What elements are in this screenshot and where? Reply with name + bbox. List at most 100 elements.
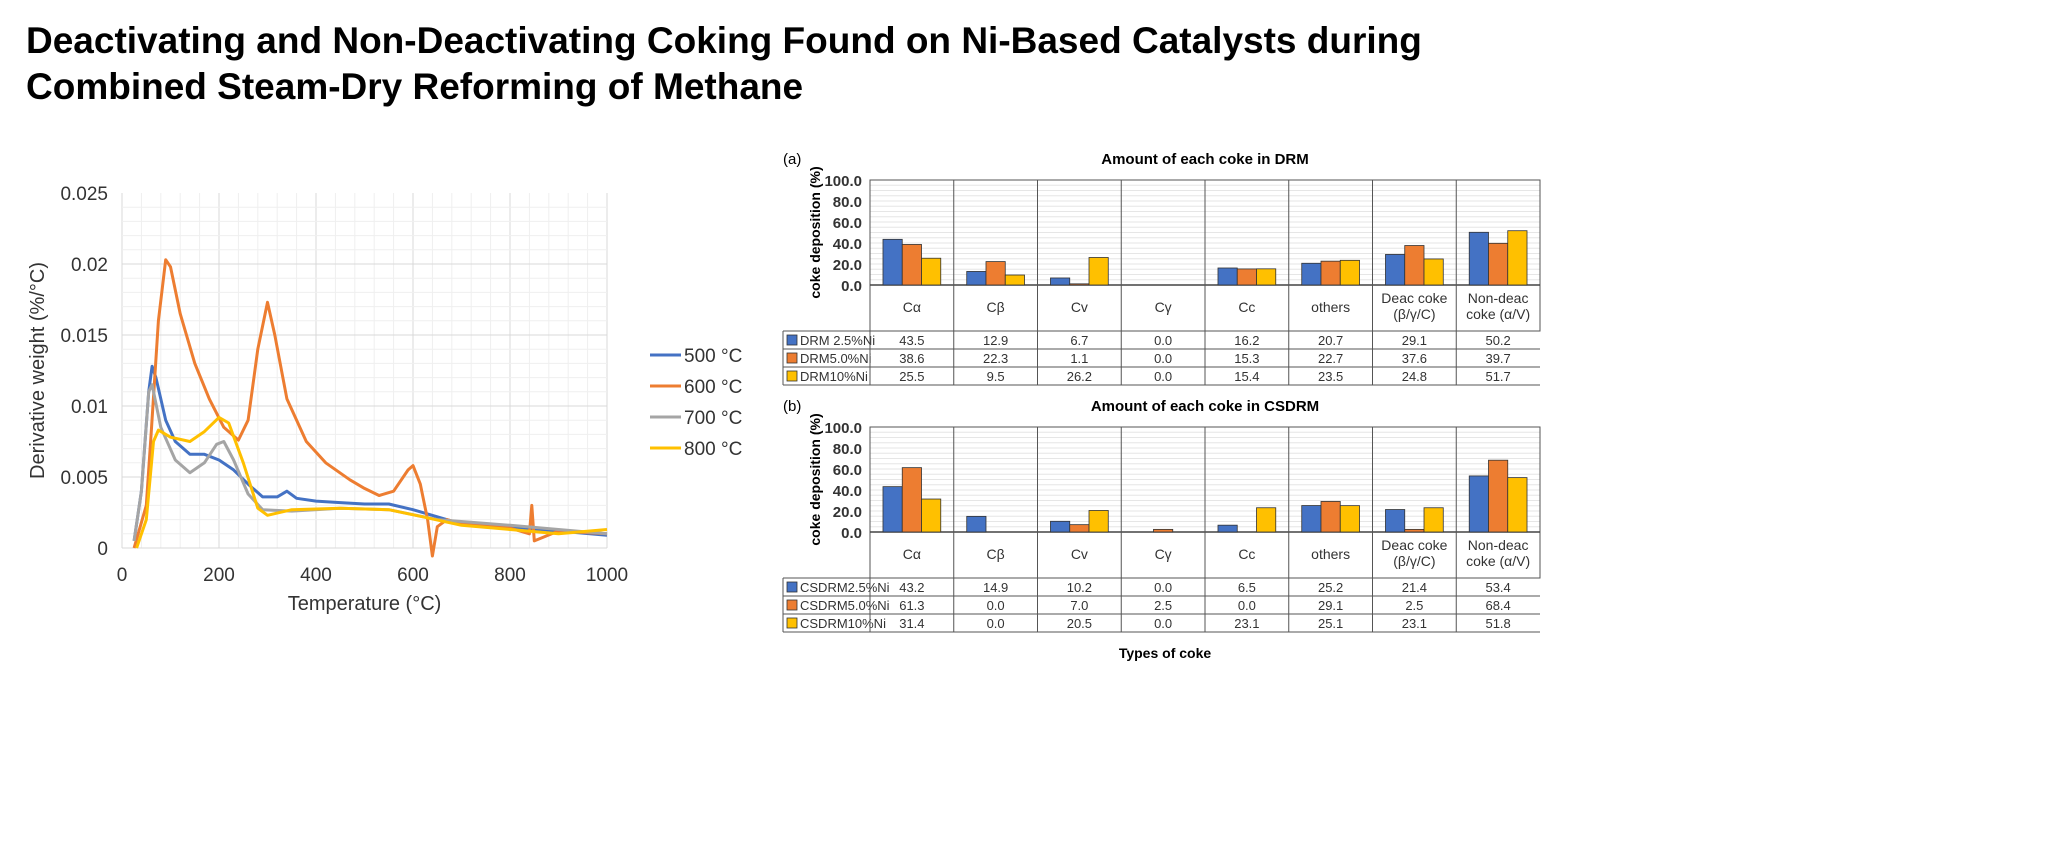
data-cell: 68.4: [1485, 598, 1510, 613]
y-tick-label: 40.0: [833, 236, 862, 253]
series-label: CSDRM10%Ni: [800, 616, 886, 631]
data-cell: 12.9: [983, 333, 1008, 348]
bar-CSDRM2.5%Ni: [966, 515, 987, 533]
category-label: others: [1311, 299, 1350, 315]
series-label: DRM5.0%Ni: [800, 351, 872, 366]
x-axis-label: Temperature (°C): [288, 593, 442, 615]
y-tick-label: 40.0: [833, 483, 862, 500]
y-axis-label: Derivative weight (%/°C): [27, 262, 49, 479]
y-tick-label: 20.0: [833, 504, 862, 521]
bar-CSDRM2.5%Ni: [1050, 520, 1071, 533]
category-label: Cγ: [1155, 546, 1172, 562]
series-line-500: [132, 364, 608, 542]
bar-DRM10%Ni: [1004, 274, 1025, 286]
bar-DRM5.0%Ni: [1404, 245, 1425, 286]
bar-CSDRM2.5%Ni: [1301, 505, 1322, 533]
bar-CSDRM5.0%Ni: [901, 467, 922, 533]
category-label: Non-deac: [1468, 537, 1529, 553]
data-cell: 23.1: [1234, 616, 1259, 631]
bar-CSDRM2.5%Ni: [1217, 524, 1238, 533]
bar-DRM10%Ni: [1339, 259, 1360, 286]
data-cell: 43.5: [899, 333, 924, 348]
data-cell: 29.1: [1318, 598, 1343, 613]
bar-DRM 2.5%Ni: [1050, 277, 1071, 286]
x-tick-label: 400: [300, 565, 332, 586]
series-label: DRM 2.5%Ni: [800, 333, 875, 348]
data-cell: 14.9: [983, 580, 1008, 595]
data-cell: 20.7: [1318, 333, 1343, 348]
data-cell: 20.5: [1067, 616, 1092, 631]
category-label: Cv: [1071, 546, 1088, 562]
title-line-2: Combined Steam-Dry Reforming of Methane: [26, 66, 804, 107]
bar-DRM 2.5%Ni: [966, 271, 987, 286]
x-tick-label: 0: [117, 565, 128, 586]
data-cell: 0.0: [987, 598, 1005, 613]
series-line-600: [132, 258, 608, 558]
data-cell: 51.7: [1485, 369, 1510, 384]
data-cell: 10.2: [1067, 580, 1092, 595]
legend-label: 800 °C: [684, 439, 742, 460]
category-label: Cβ: [987, 546, 1005, 562]
bar-CSDRM5.0%Ni: [1488, 459, 1509, 533]
bar-CSDRM10%Ni: [1339, 505, 1360, 533]
category-label: Deac coke: [1381, 290, 1447, 306]
legend-swatch: [786, 334, 798, 346]
data-cell: 29.1: [1402, 333, 1427, 348]
data-cell: 21.4: [1402, 580, 1427, 595]
y-tick-label: 100.0: [824, 420, 862, 437]
category-label: coke (α/V): [1466, 306, 1530, 322]
bar-DRM5.0%Ni: [1069, 283, 1090, 286]
category-label: Cβ: [987, 299, 1005, 315]
x-tick-label: 800: [494, 565, 526, 586]
legend-swatch: [786, 370, 798, 382]
bar-DRM5.0%Ni: [1236, 268, 1257, 286]
data-cell: 39.7: [1485, 351, 1510, 366]
bar-DRM 2.5%Ni: [1385, 254, 1406, 286]
data-cell: 24.8: [1402, 369, 1427, 384]
category-label: Deac coke: [1381, 537, 1447, 553]
data-cell: 0.0: [1154, 369, 1172, 384]
bar-DRM 2.5%Ni: [1217, 267, 1238, 286]
category-label: Cγ: [1155, 299, 1172, 315]
bar-CSDRM2.5%Ni: [882, 486, 903, 533]
data-cell: 0.0: [1238, 598, 1256, 613]
data-cell: 31.4: [899, 616, 924, 631]
series-label: CSDRM5.0%Ni: [800, 598, 890, 613]
category-label: Cα: [903, 299, 921, 315]
category-label: (β/γ/C): [1393, 553, 1435, 569]
page-title: Deactivating and Non-Deactivating Coking…: [26, 18, 1422, 110]
data-cell: 2.5: [1154, 598, 1172, 613]
series-line-800: [135, 415, 608, 549]
bar-DRM5.0%Ni: [901, 244, 922, 286]
bar-DRM10%Ni: [1256, 268, 1277, 286]
data-cell: 16.2: [1234, 333, 1259, 348]
legend-label: 600 °C: [684, 377, 742, 398]
data-cell: 23.5: [1318, 369, 1343, 384]
panel-label: (b): [783, 398, 801, 415]
data-cell: 26.2: [1067, 369, 1092, 384]
bar-CSDRM10%Ni: [1256, 507, 1277, 533]
bar-CSDRM10%Ni: [921, 498, 942, 533]
data-cell: 23.1: [1402, 616, 1427, 631]
legend-swatch: [786, 599, 798, 611]
y-tick-label: 80.0: [833, 194, 862, 211]
data-cell: 22.7: [1318, 351, 1343, 366]
y-tick-label: 0.01: [71, 397, 108, 418]
bar-CSDRM5.0%Ni: [1404, 528, 1425, 533]
bar-DRM 2.5%Ni: [882, 238, 903, 286]
data-cell: 37.6: [1402, 351, 1427, 366]
data-cell: 0.0: [1154, 351, 1172, 366]
y-tick-label: 60.0: [833, 462, 862, 479]
data-cell: 38.6: [899, 351, 924, 366]
y-tick-label: 0.0: [841, 278, 862, 295]
data-cell: 43.2: [899, 580, 924, 595]
y-axis-label: coke deposition (%): [807, 413, 823, 545]
y-tick-label: 80.0: [833, 441, 862, 458]
category-label: others: [1311, 546, 1350, 562]
data-cell: 2.5: [1405, 598, 1423, 613]
data-cell: 0.0: [1154, 616, 1172, 631]
y-tick-label: 0.015: [60, 326, 108, 347]
data-cell: 6.5: [1238, 580, 1256, 595]
bar-CSDRM10%Ni: [1507, 477, 1528, 533]
category-label: (β/γ/C): [1393, 306, 1435, 322]
